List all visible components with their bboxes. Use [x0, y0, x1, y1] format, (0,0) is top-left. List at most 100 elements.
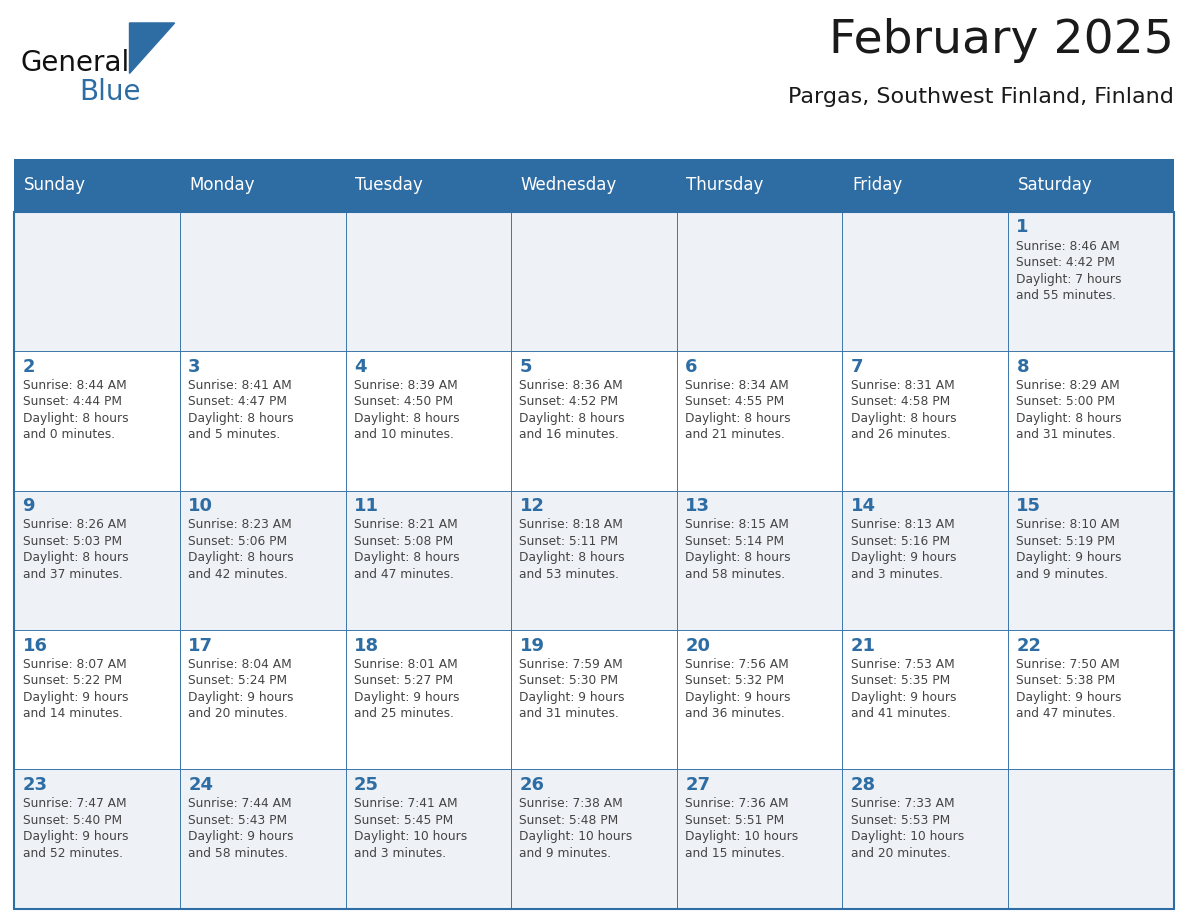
Text: 7: 7 [851, 358, 864, 375]
Text: 26: 26 [519, 776, 544, 794]
Text: Sunrise: 8:07 AM
Sunset: 5:22 PM
Daylight: 9 hours
and 14 minutes.: Sunrise: 8:07 AM Sunset: 5:22 PM Dayligh… [23, 657, 128, 720]
Text: 2: 2 [23, 358, 36, 375]
Bar [511, 491, 677, 630]
Text: Sunrise: 7:41 AM
Sunset: 5:45 PM
Daylight: 10 hours
and 3 minutes.: Sunrise: 7:41 AM Sunset: 5:45 PM Dayligh… [354, 797, 467, 859]
Text: 3: 3 [188, 358, 201, 375]
Bar [1009, 491, 1174, 630]
Bar [842, 630, 1009, 769]
Text: 14: 14 [851, 498, 876, 515]
Text: Sunrise: 7:38 AM
Sunset: 5:48 PM
Daylight: 10 hours
and 9 minutes.: Sunrise: 7:38 AM Sunset: 5:48 PM Dayligh… [519, 797, 633, 859]
Text: Sunrise: 8:04 AM
Sunset: 5:24 PM
Daylight: 9 hours
and 20 minutes.: Sunrise: 8:04 AM Sunset: 5:24 PM Dayligh… [188, 657, 293, 720]
Bar [346, 352, 511, 491]
Bar [179, 212, 346, 352]
Bar [842, 491, 1009, 630]
Text: Sunrise: 7:36 AM
Sunset: 5:51 PM
Daylight: 10 hours
and 15 minutes.: Sunrise: 7:36 AM Sunset: 5:51 PM Dayligh… [685, 797, 798, 859]
Bar [842, 769, 1009, 909]
Text: 8: 8 [1017, 358, 1029, 375]
Bar [346, 491, 511, 630]
Text: General: General [20, 49, 129, 77]
Bar [511, 352, 677, 491]
Text: Sunrise: 8:46 AM
Sunset: 4:42 PM
Daylight: 7 hours
and 55 minutes.: Sunrise: 8:46 AM Sunset: 4:42 PM Dayligh… [1017, 240, 1121, 302]
Text: 21: 21 [851, 636, 876, 655]
Text: Friday: Friday [852, 176, 902, 195]
Text: 6: 6 [685, 358, 697, 375]
Bar [14, 769, 179, 909]
Bar [1009, 769, 1174, 909]
Bar [346, 630, 511, 769]
Text: 15: 15 [1017, 498, 1042, 515]
Bar [677, 352, 842, 491]
Bar [1009, 352, 1174, 491]
Text: Sunrise: 8:39 AM
Sunset: 4:50 PM
Daylight: 8 hours
and 10 minutes.: Sunrise: 8:39 AM Sunset: 4:50 PM Dayligh… [354, 379, 460, 442]
Text: 10: 10 [188, 498, 213, 515]
Text: Sunrise: 8:34 AM
Sunset: 4:55 PM
Daylight: 8 hours
and 21 minutes.: Sunrise: 8:34 AM Sunset: 4:55 PM Dayligh… [685, 379, 791, 442]
Text: Sunrise: 8:31 AM
Sunset: 4:58 PM
Daylight: 8 hours
and 26 minutes.: Sunrise: 8:31 AM Sunset: 4:58 PM Dayligh… [851, 379, 956, 442]
Bar [842, 352, 1009, 491]
Text: Sunrise: 8:36 AM
Sunset: 4:52 PM
Daylight: 8 hours
and 16 minutes.: Sunrise: 8:36 AM Sunset: 4:52 PM Dayligh… [519, 379, 625, 442]
Text: 19: 19 [519, 636, 544, 655]
Bar [179, 491, 346, 630]
Bar [677, 630, 842, 769]
Text: Sunrise: 8:21 AM
Sunset: 5:08 PM
Daylight: 8 hours
and 47 minutes.: Sunrise: 8:21 AM Sunset: 5:08 PM Dayligh… [354, 519, 460, 581]
Text: 28: 28 [851, 776, 876, 794]
Text: 13: 13 [685, 498, 710, 515]
Text: Tuesday: Tuesday [355, 176, 423, 195]
Text: Wednesday: Wednesday [520, 176, 617, 195]
Bar [14, 352, 179, 491]
Text: Sunrise: 7:50 AM
Sunset: 5:38 PM
Daylight: 9 hours
and 47 minutes.: Sunrise: 7:50 AM Sunset: 5:38 PM Dayligh… [1017, 657, 1121, 720]
Text: Pargas, Southwest Finland, Finland: Pargas, Southwest Finland, Finland [788, 87, 1174, 107]
Bar [179, 630, 346, 769]
Text: Sunrise: 8:44 AM
Sunset: 4:44 PM
Daylight: 8 hours
and 0 minutes.: Sunrise: 8:44 AM Sunset: 4:44 PM Dayligh… [23, 379, 128, 442]
Text: 4: 4 [354, 358, 366, 375]
Text: Sunrise: 8:29 AM
Sunset: 5:00 PM
Daylight: 8 hours
and 31 minutes.: Sunrise: 8:29 AM Sunset: 5:00 PM Dayligh… [1017, 379, 1121, 442]
Text: Sunrise: 7:56 AM
Sunset: 5:32 PM
Daylight: 9 hours
and 36 minutes.: Sunrise: 7:56 AM Sunset: 5:32 PM Dayligh… [685, 657, 791, 720]
Bar [1009, 630, 1174, 769]
Bar [511, 630, 677, 769]
Text: 27: 27 [685, 776, 710, 794]
Text: Sunrise: 8:15 AM
Sunset: 5:14 PM
Daylight: 8 hours
and 58 minutes.: Sunrise: 8:15 AM Sunset: 5:14 PM Dayligh… [685, 519, 791, 581]
Text: Sunrise: 7:33 AM
Sunset: 5:53 PM
Daylight: 10 hours
and 20 minutes.: Sunrise: 7:33 AM Sunset: 5:53 PM Dayligh… [851, 797, 963, 859]
Text: Sunrise: 8:41 AM
Sunset: 4:47 PM
Daylight: 8 hours
and 5 minutes.: Sunrise: 8:41 AM Sunset: 4:47 PM Dayligh… [188, 379, 293, 442]
Text: Sunrise: 8:13 AM
Sunset: 5:16 PM
Daylight: 9 hours
and 3 minutes.: Sunrise: 8:13 AM Sunset: 5:16 PM Dayligh… [851, 519, 956, 581]
Text: Monday: Monday [189, 176, 255, 195]
Text: Sunrise: 7:47 AM
Sunset: 5:40 PM
Daylight: 9 hours
and 52 minutes.: Sunrise: 7:47 AM Sunset: 5:40 PM Dayligh… [23, 797, 128, 859]
Text: 5: 5 [519, 358, 532, 375]
Bar [179, 769, 346, 909]
Bar [346, 212, 511, 352]
Text: Blue: Blue [80, 78, 141, 106]
Bar [14, 159, 1174, 212]
Text: Sunrise: 8:01 AM
Sunset: 5:27 PM
Daylight: 9 hours
and 25 minutes.: Sunrise: 8:01 AM Sunset: 5:27 PM Dayligh… [354, 657, 460, 720]
Text: 1: 1 [1017, 218, 1029, 237]
Bar [14, 630, 179, 769]
Polygon shape [129, 23, 175, 73]
Text: Sunday: Sunday [24, 176, 86, 195]
Text: 25: 25 [354, 776, 379, 794]
Bar [346, 769, 511, 909]
Bar [1009, 212, 1174, 352]
Bar [842, 212, 1009, 352]
Text: Sunrise: 8:26 AM
Sunset: 5:03 PM
Daylight: 8 hours
and 37 minutes.: Sunrise: 8:26 AM Sunset: 5:03 PM Dayligh… [23, 519, 128, 581]
Text: 23: 23 [23, 776, 48, 794]
Text: Sunrise: 7:59 AM
Sunset: 5:30 PM
Daylight: 9 hours
and 31 minutes.: Sunrise: 7:59 AM Sunset: 5:30 PM Dayligh… [519, 657, 625, 720]
Bar [14, 491, 179, 630]
Bar [677, 491, 842, 630]
Text: Sunrise: 8:18 AM
Sunset: 5:11 PM
Daylight: 8 hours
and 53 minutes.: Sunrise: 8:18 AM Sunset: 5:11 PM Dayligh… [519, 519, 625, 581]
Bar [511, 769, 677, 909]
Text: Sunrise: 7:44 AM
Sunset: 5:43 PM
Daylight: 9 hours
and 58 minutes.: Sunrise: 7:44 AM Sunset: 5:43 PM Dayligh… [188, 797, 293, 859]
Text: 9: 9 [23, 498, 36, 515]
Text: February 2025: February 2025 [829, 18, 1174, 63]
Text: 24: 24 [188, 776, 213, 794]
Text: Sunrise: 8:10 AM
Sunset: 5:19 PM
Daylight: 9 hours
and 9 minutes.: Sunrise: 8:10 AM Sunset: 5:19 PM Dayligh… [1017, 519, 1121, 581]
Bar [14, 212, 179, 352]
Text: Saturday: Saturday [1018, 176, 1092, 195]
Text: 18: 18 [354, 636, 379, 655]
Bar [14, 212, 1174, 909]
Text: Sunrise: 8:23 AM
Sunset: 5:06 PM
Daylight: 8 hours
and 42 minutes.: Sunrise: 8:23 AM Sunset: 5:06 PM Dayligh… [188, 519, 293, 581]
Bar [677, 769, 842, 909]
Text: 20: 20 [685, 636, 710, 655]
Text: 17: 17 [188, 636, 213, 655]
Text: Sunrise: 7:53 AM
Sunset: 5:35 PM
Daylight: 9 hours
and 41 minutes.: Sunrise: 7:53 AM Sunset: 5:35 PM Dayligh… [851, 657, 956, 720]
Text: 12: 12 [519, 498, 544, 515]
Bar [511, 212, 677, 352]
Text: 16: 16 [23, 636, 48, 655]
